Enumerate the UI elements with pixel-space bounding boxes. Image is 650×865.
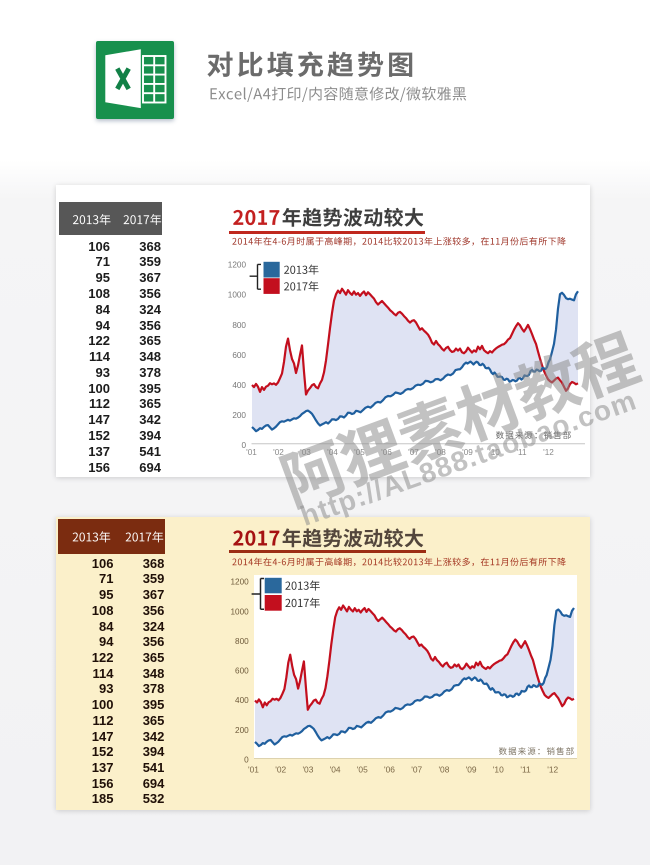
svg-text:'07: '07	[408, 448, 419, 457]
svg-text:'06: '06	[384, 765, 395, 775]
svg-text:1000: 1000	[228, 291, 247, 300]
svg-text:'05: '05	[354, 448, 365, 457]
svg-text:400: 400	[232, 381, 246, 390]
svg-text:'04: '04	[327, 448, 338, 457]
svg-text:'03: '03	[302, 765, 313, 775]
svg-text:'09: '09	[466, 765, 477, 775]
svg-text:'01: '01	[248, 765, 259, 775]
svg-text:0: 0	[241, 441, 246, 450]
svg-text:'08: '08	[438, 765, 449, 775]
svg-text:200: 200	[235, 726, 249, 735]
svg-text:800: 800	[235, 637, 249, 646]
svg-text:'11: '11	[520, 765, 531, 775]
svg-text:'02: '02	[273, 448, 284, 457]
svg-text:'05: '05	[357, 765, 368, 775]
svg-text:1200: 1200	[230, 578, 249, 587]
svg-text:'12: '12	[547, 765, 558, 775]
svg-text:'02: '02	[275, 765, 286, 775]
svg-text:1200: 1200	[228, 261, 247, 270]
svg-text:'10: '10	[493, 765, 504, 775]
svg-text:400: 400	[235, 696, 249, 705]
svg-text:800: 800	[232, 321, 246, 330]
svg-text:'10: '10	[489, 448, 500, 457]
svg-text:'09: '09	[462, 448, 473, 457]
svg-text:'08: '08	[435, 448, 446, 457]
svg-text:'01: '01	[246, 448, 257, 457]
svg-text:'06: '06	[381, 448, 392, 457]
svg-text:'11: '11	[516, 448, 527, 457]
svg-text:600: 600	[232, 351, 246, 360]
svg-text:600: 600	[235, 667, 249, 676]
svg-text:1000: 1000	[230, 607, 249, 616]
svg-text:'04: '04	[330, 765, 341, 775]
svg-text:200: 200	[232, 411, 246, 420]
svg-text:'07: '07	[411, 765, 422, 775]
svg-text:0: 0	[244, 756, 249, 765]
svg-text:'12: '12	[543, 448, 554, 457]
svg-text:'03: '03	[300, 448, 311, 457]
